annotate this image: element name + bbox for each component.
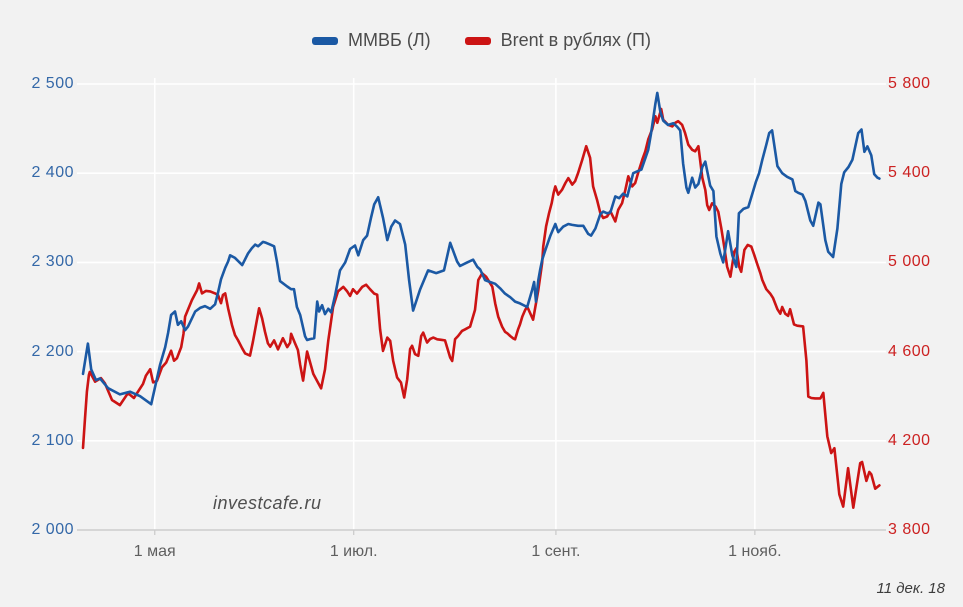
x-axis-tick-label: 1 июл.	[329, 543, 378, 560]
legend: ММВБ (Л) Brent в рублях (П)	[0, 30, 963, 51]
horizontal-gridlines	[77, 83, 886, 442]
x-axis-tick-label: 1 нояб.	[728, 543, 782, 560]
mmvb-legend-swatch-icon	[312, 36, 339, 45]
right-axis-tick-label: 5 400	[888, 164, 931, 182]
x-axis-tick-label: 1 сент.	[531, 543, 581, 560]
right-axis-tick-label: 4 600	[888, 342, 931, 360]
vertical-gridlines	[153, 78, 756, 530]
left-axis-tick-label: 2 200	[31, 342, 74, 360]
right-axis-tick-label: 4 200	[888, 431, 931, 449]
mmvb-line-series	[81, 91, 881, 406]
right-axis-tick-label: 3 800	[888, 521, 931, 538]
watermark: investcafe.ru	[213, 493, 322, 513]
left-axis-tick-label: 2 000	[31, 521, 74, 538]
left-axis-tick-label: 2 100	[31, 431, 74, 449]
x-axis-ticks	[154, 530, 756, 535]
right-axis-tick-label: 5 000	[888, 253, 931, 271]
brent-line-series	[81, 107, 881, 510]
legend-item-brent[interactable]: Brent в рублях (П)	[464, 30, 651, 51]
brent-legend-label: Brent в рублях (П)	[500, 30, 651, 50]
right-axis-tick-label: 5 800	[888, 75, 931, 92]
left-axis-tick-label: 2 500	[31, 75, 74, 92]
date-stamp: 11 дек. 18	[876, 580, 945, 597]
left-axis-tick-label: 2 400	[31, 164, 74, 182]
brent-legend-swatch-icon	[464, 36, 491, 45]
left-axis-tick-label: 2 300	[31, 253, 74, 271]
mmvb-legend-label: ММВБ (Л)	[348, 30, 431, 50]
x-axis-tick-label: 1 мая	[133, 543, 176, 560]
legend-item-mmvb[interactable]: ММВБ (Л)	[312, 30, 431, 51]
